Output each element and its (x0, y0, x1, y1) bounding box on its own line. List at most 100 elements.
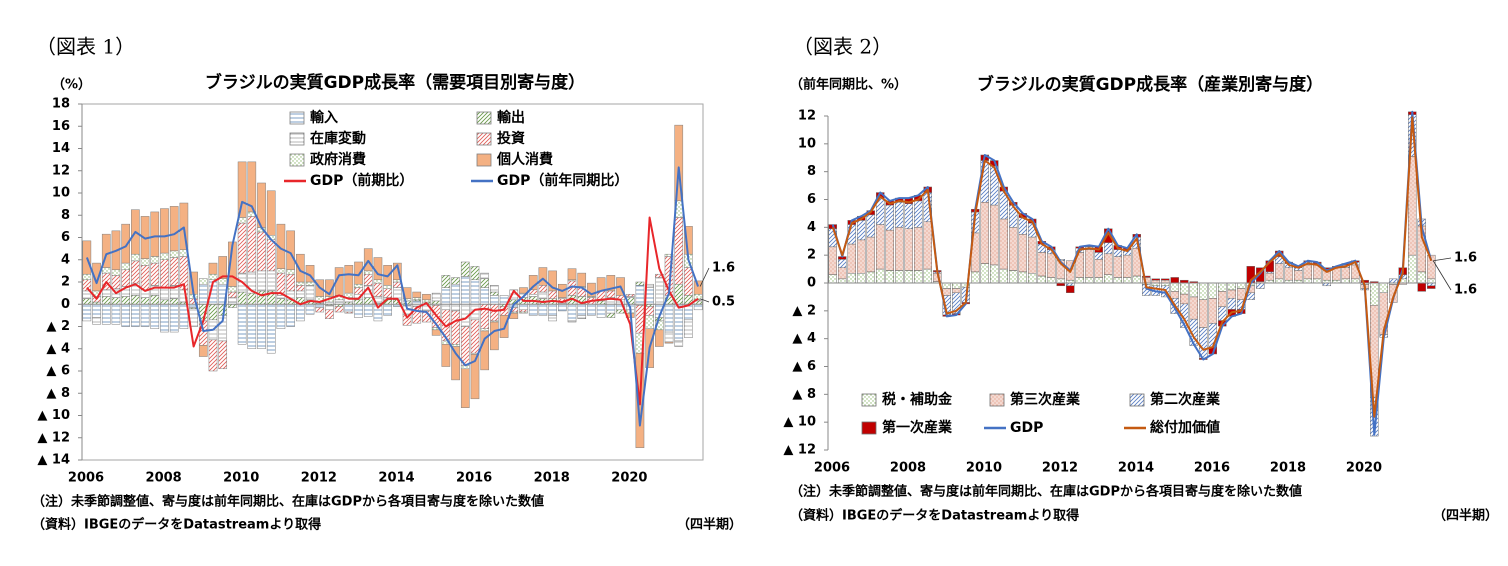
bar-segment (548, 315, 557, 322)
bar-segment (441, 275, 451, 288)
x-tick-label: 2008 (890, 461, 926, 476)
bar-segment (1275, 263, 1284, 280)
bar-segment (150, 211, 160, 257)
bar-segment (208, 262, 218, 275)
bar-segment (295, 304, 305, 322)
bar-segment (1303, 278, 1312, 284)
bar-segment (101, 233, 111, 268)
bar-segment (412, 291, 422, 298)
bar-segment (857, 220, 866, 241)
y-tick-label: 8 (807, 164, 816, 179)
bar-segment (276, 268, 286, 274)
bar-segment (160, 259, 169, 288)
legend-swatch (289, 132, 305, 146)
bar-segment (1341, 278, 1350, 284)
bar-segment (92, 304, 101, 318)
chart-title: ブラジルの実質GDP成長率（需要項目別寄与度） (205, 72, 585, 93)
x-tick-label: 2014 (1118, 461, 1154, 476)
legend-label: 第三次産業 (1010, 391, 1081, 408)
y-tick-label: 16 (52, 119, 70, 134)
bar-segment (344, 265, 354, 294)
bar-segment (1227, 282, 1236, 291)
annotation: 1.6 (1454, 283, 1477, 298)
bar-segment (237, 161, 247, 218)
x-tick-label: 2012 (301, 471, 337, 486)
bar-segment (460, 261, 470, 277)
bar-segment (645, 306, 654, 316)
bar-segment (286, 273, 295, 292)
bar-segment (1104, 242, 1113, 255)
y-tick-label: ▲ 2 (792, 303, 816, 318)
bar-segment (587, 282, 596, 297)
bar-segment (160, 304, 169, 333)
bar-segment (451, 344, 460, 347)
bar-segment (548, 304, 557, 316)
bar-segment (198, 278, 208, 285)
x-tick-label: 2010 (223, 471, 259, 486)
bar-segment (257, 231, 266, 272)
bar-segment (990, 264, 999, 284)
bar-segment (857, 239, 866, 274)
bar-segment (625, 293, 635, 297)
bar-segment (1085, 249, 1094, 278)
bar-segment (1047, 253, 1056, 278)
legend-swatch (476, 132, 492, 146)
bar-segment (538, 304, 548, 316)
bar-segment (828, 274, 837, 284)
bar-segment (1037, 252, 1046, 277)
bar-segment (1075, 277, 1084, 284)
bar-segment (1284, 267, 1293, 281)
y-tick-label: 4 (807, 220, 816, 235)
bar-segment (451, 346, 460, 381)
bar-segment (140, 258, 150, 266)
y-tick-label: 6 (807, 192, 816, 207)
bar-segment (1294, 270, 1303, 281)
bar-segment (412, 306, 422, 324)
bar-segment (990, 204, 999, 266)
chart-title: ブラジルの実質GDP成長率（産業別寄与度） (977, 74, 1323, 95)
bar-segment (393, 281, 402, 288)
bar-segment (198, 345, 208, 357)
annotation: 1.6 (712, 261, 735, 276)
x-tick-label: 2012 (1042, 461, 1078, 476)
x-tick-label: 2006 (814, 461, 850, 476)
bar-segment (121, 304, 130, 327)
bar-segment (1094, 252, 1103, 260)
bar-segment (980, 202, 989, 264)
bar-segment (480, 287, 490, 305)
bar-segment (1341, 267, 1350, 280)
legend-label: 個人消費 (496, 151, 553, 168)
y-tick-label: 18 (52, 97, 70, 112)
panel-label: （図表 1） (36, 35, 135, 59)
y-tick-label: ▲ 8 (46, 386, 70, 401)
bar-segment (422, 293, 431, 301)
bar-segment (847, 273, 856, 284)
y-tick-label: 10 (52, 186, 70, 201)
bar-segment (92, 262, 101, 292)
bar-segment (1237, 282, 1246, 289)
bar-segment (480, 328, 490, 332)
bar-segment (266, 270, 276, 292)
bar-segment (490, 295, 499, 305)
bar-segment (208, 304, 218, 321)
bar-segment (1037, 275, 1046, 284)
bar-segment (354, 261, 363, 285)
bar-segment (160, 208, 169, 254)
bar-segment (325, 309, 334, 319)
bar-segment (490, 291, 499, 296)
bar-segment (111, 304, 121, 325)
y-tick-label: 12 (52, 163, 70, 178)
y-tick-label: 8 (61, 208, 70, 223)
bar-segment (354, 287, 363, 295)
x-tick-label: 2018 (534, 471, 570, 486)
bar-segment (1094, 277, 1103, 284)
bar-segment (664, 304, 674, 333)
bar-segment (1123, 277, 1132, 284)
bar-segment (82, 298, 92, 305)
bar-segment (460, 368, 470, 408)
bar-segment (1066, 285, 1075, 293)
legend-swatch (1129, 393, 1145, 407)
bar-segment (838, 267, 847, 280)
